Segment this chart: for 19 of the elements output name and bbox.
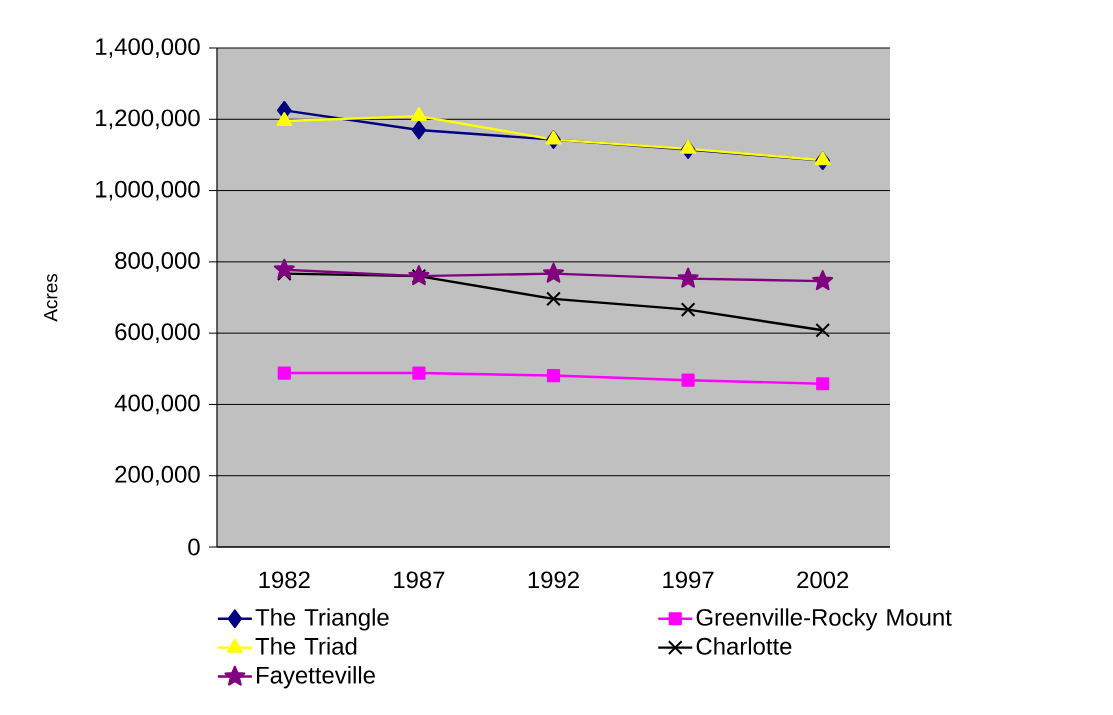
x-tick-label: 1997 [663,571,714,589]
y-tick-label: 400,000 [114,394,200,415]
y-tick-label: 600,000 [115,323,200,344]
y-tick-label: 800,000 [115,251,200,272]
legend-label: Greenville-Rocky Mount [696,608,952,631]
x-tick-label: 1987 [394,571,445,589]
y-tick-label: 200,000 [115,465,200,486]
y-tick-label: 1,000,000 [96,180,200,201]
legend-label: The Triad [255,637,357,655]
y-tick-label: 1,200,000 [96,109,200,130]
legend-label: Charlotte [696,637,792,655]
x-tick-label: 1992 [528,571,579,589]
x-tick-label: 1982 [259,571,310,589]
legend-label: The Triangle [255,608,389,631]
y-tick-label: 1,400,000 [96,38,200,58]
y-axis-title: Acres [44,273,58,322]
x-tick-label: 2002 [797,571,849,589]
legend-label: Fayetteville [257,666,375,689]
y-tick-label: 0 [188,538,200,556]
